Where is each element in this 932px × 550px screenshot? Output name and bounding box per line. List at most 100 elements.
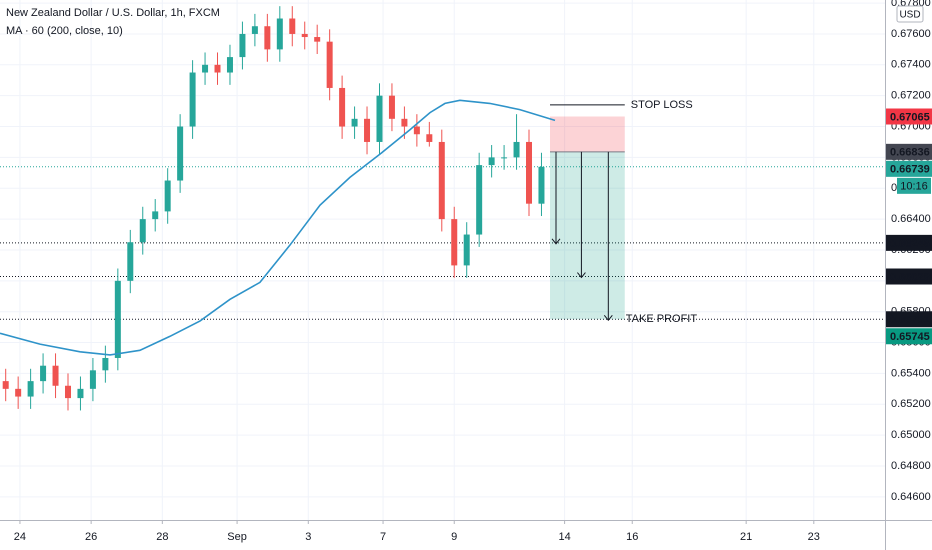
- candle-body: [451, 219, 458, 266]
- x-tick-label: 28: [156, 531, 168, 543]
- price-label-box: [886, 311, 932, 328]
- price-label-box: [886, 143, 932, 160]
- indicator-legend: MA · 60 (200, close, 10): [6, 25, 123, 37]
- x-tick-label: 23: [808, 531, 820, 543]
- candle-body: [52, 365, 59, 386]
- candle-body: [326, 41, 333, 88]
- candle-body: [127, 242, 134, 281]
- price-label: 0.65751: [890, 314, 930, 326]
- countdown: 10:16: [900, 181, 928, 193]
- x-tick-label: Sep: [227, 531, 247, 543]
- candle-body: [15, 388, 22, 397]
- stop-zone: [550, 116, 625, 152]
- candle-body: [139, 219, 146, 243]
- candle-body: [77, 388, 84, 399]
- candle-body: [476, 165, 483, 235]
- candle-body: [102, 357, 109, 371]
- y-tick-label: 0.64800: [891, 460, 931, 472]
- candle-body: [276, 18, 283, 50]
- candle-body: [301, 33, 308, 38]
- price-label-box: [886, 234, 932, 251]
- candle-body: [214, 64, 221, 73]
- stop-label: STOP LOSS: [631, 99, 693, 111]
- currency-box[interactable]: [896, 5, 924, 23]
- arrow-head: [577, 272, 586, 279]
- candle-body: [463, 234, 470, 266]
- y-tick-label: 0.65000: [891, 429, 931, 441]
- candle-body: [488, 157, 495, 166]
- candle-body: [189, 72, 196, 127]
- plot: STOP LOSS TAKE PROFIT: [0, 6, 885, 411]
- x-tick-label: 9: [451, 531, 457, 543]
- price-label: 0.67065: [890, 111, 930, 123]
- currency[interactable]: USD: [899, 10, 920, 21]
- candle-body: [413, 126, 420, 135]
- price-label-box: [886, 268, 932, 285]
- y-tick-label: 0.64600: [891, 491, 931, 503]
- x-tick-label: 21: [740, 531, 752, 543]
- price-label: 0.66739: [890, 164, 930, 176]
- candle-body: [401, 118, 408, 127]
- labels: 0.678000.676000.674000.672000.670000.668…: [14, 0, 932, 543]
- arrow-head: [551, 238, 561, 245]
- candle-body: [2, 381, 9, 389]
- y-tick-label: 0.67400: [891, 59, 931, 71]
- y-tick-label: 0.67200: [891, 90, 931, 102]
- target-label: TAKE PROFIT: [626, 313, 698, 325]
- candle-body: [152, 211, 159, 220]
- countdown-box: [897, 177, 931, 194]
- y-tick-label: 0.66400: [891, 213, 931, 225]
- candle-body: [426, 134, 433, 142]
- candle-body: [438, 141, 445, 220]
- candle-body: [226, 57, 233, 73]
- candle-body: [538, 166, 545, 204]
- price-label-box: [886, 160, 932, 177]
- y-tick-label: 0.67800: [891, 0, 931, 9]
- candle-body: [388, 95, 395, 119]
- candle-body: [513, 141, 520, 158]
- x-tick-label: 26: [85, 531, 97, 543]
- price-label: 0.66246: [890, 238, 930, 250]
- candle-body: [202, 64, 209, 73]
- x-tick-label: 24: [14, 531, 26, 543]
- candle-body: [376, 95, 383, 142]
- price-label: 0.66028: [890, 271, 930, 283]
- ma-line: [0, 99, 556, 356]
- y-tick-label: 0.65200: [891, 398, 931, 410]
- candle-body: [114, 280, 121, 358]
- candle-body: [251, 26, 258, 34]
- candle-body: [289, 18, 296, 34]
- candle-body: [64, 385, 71, 399]
- chart-title: New Zealand Dollar / U.S. Dollar, 1h, FX…: [6, 7, 220, 19]
- candle-body: [89, 370, 96, 389]
- price-label-box: [886, 108, 932, 125]
- x-tick-label: 3: [305, 531, 311, 543]
- price-label-box: [886, 328, 932, 345]
- candle-body: [40, 365, 47, 382]
- x-tick-label: 7: [380, 531, 386, 543]
- grid: [0, 0, 885, 520]
- x-tick-label: 16: [626, 531, 638, 543]
- candle-body: [314, 37, 321, 42]
- candle-body: [177, 126, 184, 181]
- candle-body: [351, 118, 358, 127]
- candle-body: [364, 118, 371, 142]
- profit-zone: [550, 151, 625, 320]
- candle-body: [339, 87, 346, 127]
- y-tick-label: 0.65400: [891, 367, 931, 379]
- x-tick-label: 14: [558, 531, 570, 543]
- candle-body: [239, 33, 246, 58]
- candle-body: [501, 157, 508, 159]
- candle-body: [27, 381, 34, 397]
- candle-body: [264, 26, 271, 50]
- y-tick-label: 0.67600: [891, 28, 931, 40]
- candle-body: [526, 141, 533, 204]
- price-label: 0.65745: [890, 331, 930, 343]
- arrow-head: [603, 314, 613, 322]
- candle-body: [164, 180, 171, 212]
- price-label: 0.66836: [890, 147, 930, 159]
